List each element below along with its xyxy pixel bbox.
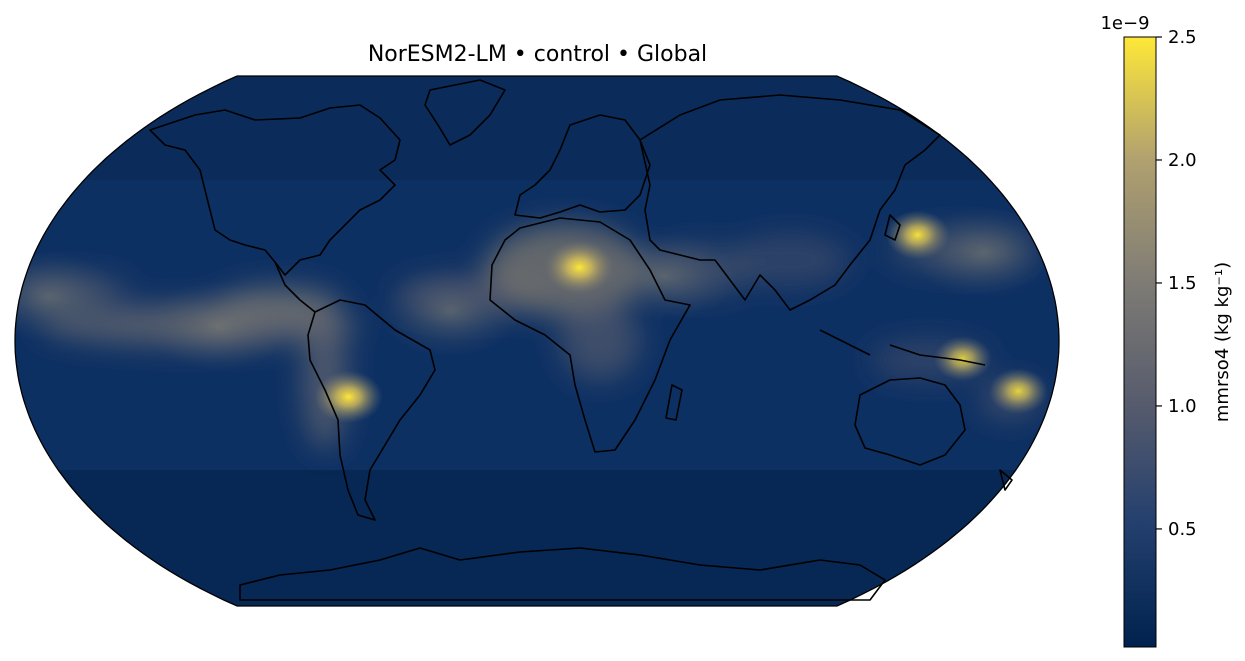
coast-south-america	[307, 299, 436, 521]
coast-indonesia	[819, 329, 986, 366]
colorbar-tick-label-2: 1.5	[1168, 273, 1197, 294]
colorbar-ramp	[1123, 36, 1157, 648]
colorbar-offset-text: 1e−9	[1100, 13, 1149, 34]
hotspot-8	[378, 266, 523, 357]
coast-asia	[639, 94, 941, 311]
colorbar-tick-label-1: 1.0	[1168, 396, 1197, 417]
hotspot-6	[15, 251, 121, 342]
colorbar-label: mmrso4 (kg kg⁻¹)	[1212, 262, 1233, 422]
coast-greenland	[424, 79, 506, 146]
hotspot-5	[146, 281, 291, 372]
hotspots	[15, 207, 1056, 424]
colorbar-ticks: 0.5 1.0 1.5 2.0 2.5	[1156, 27, 1197, 540]
hotspot-4	[988, 368, 1049, 415]
hotspot-3	[933, 336, 992, 382]
southern-ocean-band	[15, 470, 1059, 606]
globe-outline	[14, 75, 1060, 607]
hotspot-7	[911, 207, 1056, 298]
coast-australia	[854, 377, 966, 466]
coast-new-zealand	[999, 469, 1013, 491]
colorbar-tick-label-0: 0.5	[1168, 519, 1197, 540]
colorbar: 0.5 1.0 1.5 2.0 2.5 1e−9 mmrso4 (kg kg⁻¹)	[1100, 13, 1233, 648]
coastlines	[149, 79, 1013, 601]
coast-antarctica	[239, 547, 886, 601]
coast-central-america	[274, 261, 316, 313]
coast-africa	[489, 217, 691, 453]
hotspot-9	[592, 231, 737, 322]
colorbar-tick-label-3: 2.0	[1168, 150, 1197, 171]
coast-north-america	[149, 104, 401, 276]
coast-madagascar	[665, 384, 683, 421]
colorbar-tick-label-4: 2.5	[1168, 27, 1197, 48]
map-title: NorESM2-LM • control • Global	[367, 42, 708, 67]
coast-japan	[884, 214, 901, 241]
hotspot-1	[314, 370, 383, 424]
map-area	[14, 75, 1060, 607]
